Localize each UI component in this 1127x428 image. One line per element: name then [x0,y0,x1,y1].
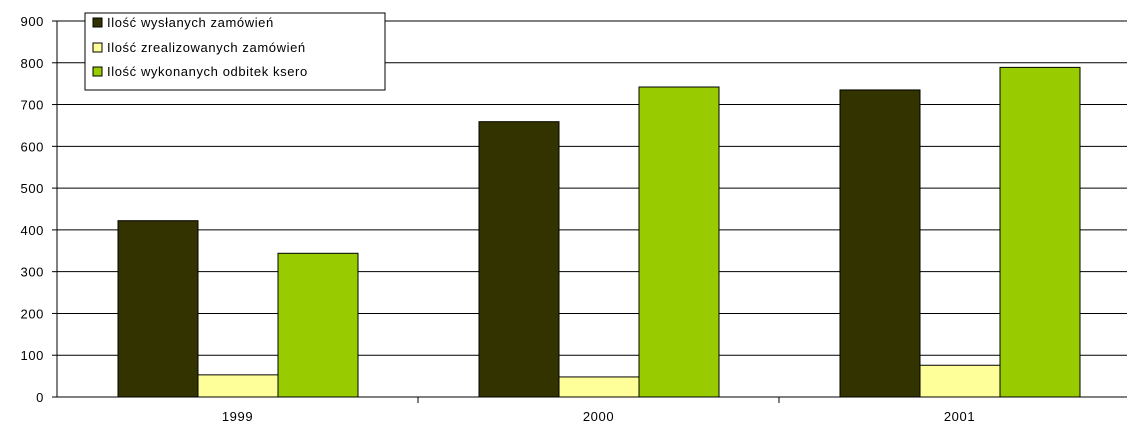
bar-1999-series-0 [117,220,199,398]
x-tick-label: 1999 [222,409,253,424]
bar-2000-series-1 [558,376,640,398]
legend-swatch-sent-orders [92,17,103,28]
y-axis-tick-labels: 0 100 200 300 400 500 600 700 800 900 [21,14,57,405]
gridlines [57,20,1127,356]
y-tick-label: 300 [21,265,45,280]
x-tick-label: 2000 [583,409,614,424]
legend-label-sent-orders: Ilość wysłanych zamówień [107,15,274,30]
bar-2001-series-2 [999,66,1081,398]
legend-swatch-xerox-copies [92,66,103,77]
legend-box [84,12,386,91]
bar-2000-series-0 [478,121,560,398]
bar-2001-series-0 [839,89,921,398]
y-tick-label: 900 [21,14,45,29]
y-tick-label: 700 [21,98,45,113]
y-tick-label: 100 [21,348,45,363]
bar-2000-series-2 [638,86,720,398]
x-tick-label: 2001 [944,409,975,424]
y-tick-label: 400 [21,223,45,238]
y-tick-label: 600 [21,139,45,154]
y-tick-label: 500 [21,181,45,196]
y-tick-label: 200 [21,306,45,321]
legend-label-xerox-copies: Ilość wykonanych odbitek ksero [107,64,308,79]
bar-1999-series-2 [277,252,359,398]
bar-1999-series-1 [197,374,279,398]
legend: Ilość wysłanych zamówień Ilość zrealizow… [84,12,386,91]
bars [117,66,1081,398]
legend-swatch-completed-orders [92,42,103,53]
bar-2001-series-1 [919,364,1001,398]
y-tick-label: 800 [21,56,45,71]
legend-label-completed-orders: Ilość zrealizowanych zamówień [107,40,306,55]
y-tick-label: 0 [36,390,44,405]
x-axis-tick-labels: 1999 2000 2001 [222,397,975,424]
